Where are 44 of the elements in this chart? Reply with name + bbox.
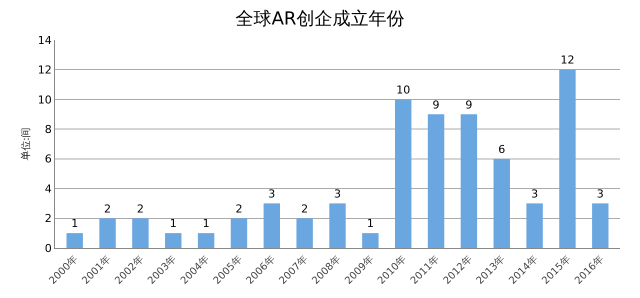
- bar: [264, 203, 280, 248]
- data-label: 2: [235, 202, 242, 216]
- data-label: 3: [531, 187, 538, 200]
- bar: [296, 218, 313, 248]
- data-label: 1: [366, 217, 374, 230]
- y-tick-label: 10: [38, 93, 52, 106]
- y-axis-title: 单位:间: [20, 127, 32, 161]
- data-label: 12: [560, 54, 574, 67]
- bar: [230, 218, 248, 248]
- data-label: 3: [596, 187, 604, 200]
- y-tick-label: 14: [38, 34, 52, 47]
- data-label: 3: [334, 187, 341, 200]
- data-label: 9: [432, 98, 440, 112]
- bar: [362, 233, 379, 248]
- bar: [559, 70, 576, 248]
- chart-title: 全球AR创企成立年份: [236, 8, 404, 30]
- bar: [494, 158, 510, 248]
- bar: [329, 203, 346, 248]
- bar: [66, 233, 83, 248]
- y-tick-label: 8: [44, 122, 52, 136]
- bar: [198, 233, 214, 248]
- bar: [428, 114, 444, 248]
- data-label: 6: [498, 142, 506, 156]
- bar: [132, 218, 149, 248]
- y-tick-label: 2: [44, 212, 52, 226]
- bar: [592, 203, 608, 248]
- data-label: 2: [136, 202, 144, 216]
- bar: [99, 218, 116, 248]
- data-label: 10: [396, 83, 410, 96]
- data-label: 9: [465, 98, 472, 112]
- y-tick-label: 4: [44, 182, 52, 196]
- bar: [165, 233, 182, 248]
- data-label: 1: [71, 217, 78, 230]
- y-tick-label: 0: [44, 242, 52, 255]
- bar: [526, 203, 543, 248]
- data-label: 2: [104, 202, 112, 216]
- bar: [460, 114, 478, 248]
- data-label: 1: [202, 217, 210, 230]
- bar: [394, 99, 412, 248]
- data-label: 3: [268, 187, 276, 200]
- data-label: 2: [301, 202, 308, 216]
- data-label: 1: [170, 217, 177, 230]
- y-tick-label: 6: [44, 152, 52, 166]
- y-tick-label: 12: [38, 64, 52, 77]
